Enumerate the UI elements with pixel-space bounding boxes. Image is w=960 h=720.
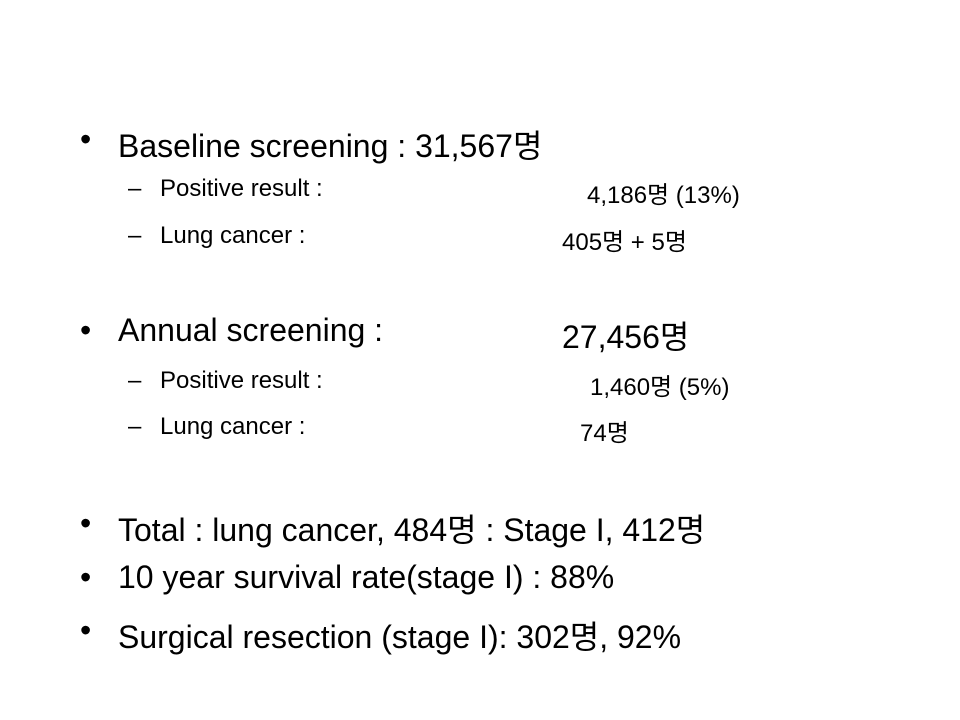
bullet: • xyxy=(80,559,92,595)
dash: – xyxy=(128,222,142,249)
bullet: • xyxy=(80,505,92,541)
baseline-lung-cancer-value: 405명 + 5명 xyxy=(562,229,687,256)
bullet: • xyxy=(80,121,92,157)
baseline-positive-result-label: Positive result : xyxy=(160,175,323,202)
dash: – xyxy=(128,367,142,394)
baseline-screening-text: Baseline screening : 31,567명 xyxy=(118,128,543,164)
survival-rate-text: 10 year survival rate(stage I) : 88% xyxy=(118,559,615,595)
dash: – xyxy=(128,175,142,202)
annual-positive-result-value: 1,460명 (5%) xyxy=(590,374,730,401)
annual-positive-result-label: Positive result : xyxy=(160,367,323,394)
annual-lung-cancer-label: Lung cancer : xyxy=(160,413,306,440)
annual-screening-value: 27,456명 xyxy=(562,319,690,355)
total-text: Total : lung cancer, 484명 : Stage I, 412… xyxy=(118,512,706,548)
baseline-lung-cancer-label: Lung cancer : xyxy=(160,222,306,249)
annual-screening-label: Annual screening : xyxy=(118,312,384,348)
baseline-positive-result-value: 4,186명 (13%) xyxy=(587,182,740,209)
bullet: • xyxy=(80,312,92,348)
surgical-resection-text: Surgical resection (stage I): 302명, 92% xyxy=(118,619,682,655)
bullet: • xyxy=(80,612,92,648)
annual-lung-cancer-value: 74명 xyxy=(580,420,629,447)
dash: – xyxy=(128,413,142,440)
